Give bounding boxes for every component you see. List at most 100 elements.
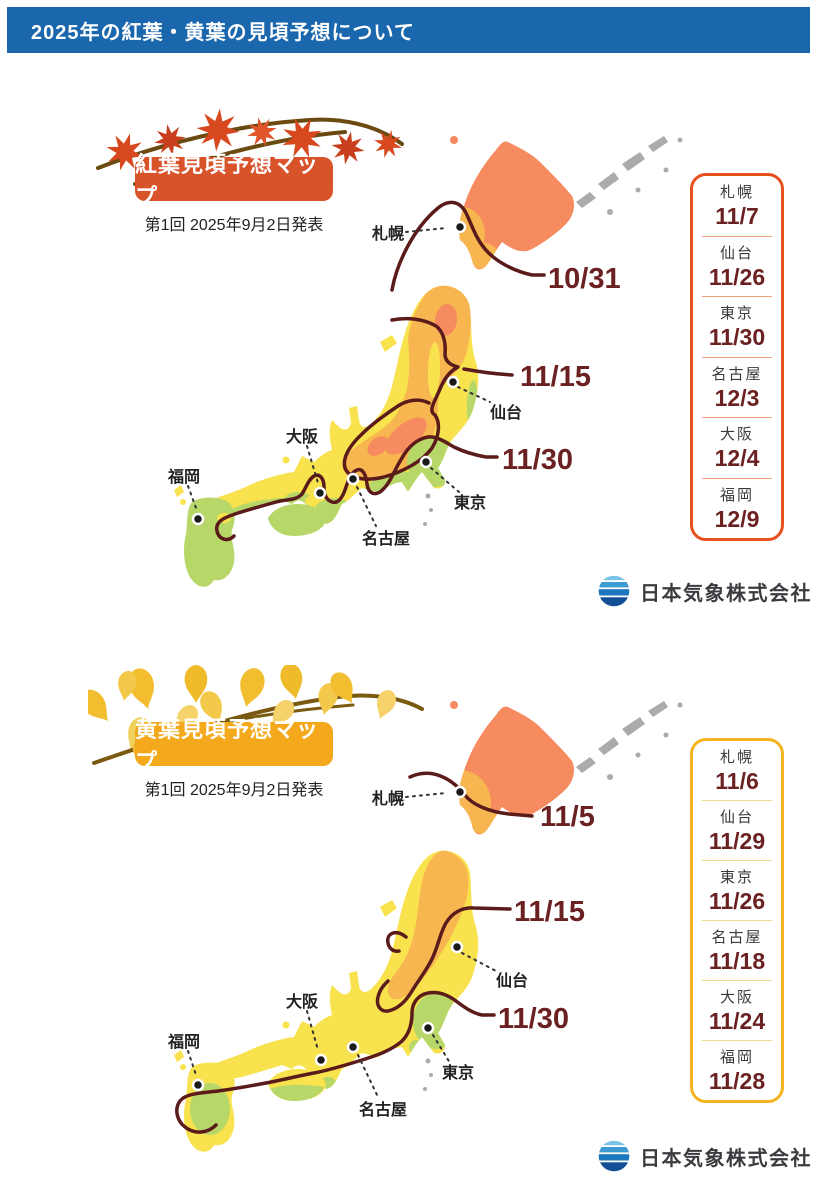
table-city: 大阪 <box>719 426 754 444</box>
koyo-badge: 紅葉見頃予想マップ <box>135 152 333 209</box>
table-date: 11/7 <box>715 203 759 230</box>
company-logo: 日本気象株式会社 <box>596 1138 812 1174</box>
city-label-osaka: 大阪 <box>286 427 319 446</box>
contour-date-label: 11/30 <box>502 444 573 476</box>
table-date: 11/29 <box>708 828 766 854</box>
nagoya-dot <box>346 1040 360 1054</box>
table-row: 福岡 11/28 <box>702 1040 772 1100</box>
city-label-sendai: 仙台 <box>496 971 528 990</box>
forecast-contour-lines <box>214 200 546 542</box>
osaka-dot <box>314 1053 328 1067</box>
table-row: 大阪 11/24 <box>702 980 772 1040</box>
table-date: 12/3 <box>714 384 760 411</box>
city-label-osaka: 大阪 <box>286 992 319 1011</box>
table-city: 札幌 <box>719 749 754 766</box>
table-row: 仙台 11/26 <box>702 235 772 297</box>
table-city: 名古屋 <box>711 929 763 946</box>
city-label-fukuoka: 福岡 <box>167 1032 200 1051</box>
small-islands <box>174 335 433 526</box>
nagoya-dot <box>346 472 360 486</box>
table-date: 11/24 <box>708 1008 766 1034</box>
city-label-tokyo: 東京 <box>442 1063 474 1082</box>
shikoku-latest-zone <box>270 1084 324 1101</box>
table-date: 11/26 <box>708 888 766 914</box>
sendai-dot <box>446 375 460 389</box>
table-date: 11/30 <box>708 324 766 351</box>
contour-date-label: 10/31 <box>548 263 621 295</box>
city-label-nagoya: 名古屋 <box>359 1100 407 1119</box>
tokyo-dot <box>421 1021 435 1035</box>
table-row: 札幌 11/7 <box>702 176 772 236</box>
table-row: 東京 11/26 <box>702 860 772 920</box>
company-logo: 日本気象株式会社 <box>596 573 812 609</box>
kuril-islands <box>576 701 683 780</box>
table-date: 11/28 <box>708 1068 766 1094</box>
osaka-dot <box>313 486 327 500</box>
city-label-nagoya: 名古屋 <box>362 529 410 548</box>
mountain-early-zones <box>367 304 458 456</box>
table-city: 東京 <box>719 305 754 323</box>
contour-date-label: 11/15 <box>520 361 591 393</box>
company-name: 日本気象株式会社 <box>640 582 812 605</box>
table-row: 札幌 11/6 <box>702 741 772 800</box>
table-city: 名古屋 <box>711 365 763 383</box>
contour-date-label: 11/5 <box>540 801 595 833</box>
table-city: 東京 <box>719 869 754 886</box>
rishiri-island <box>450 701 458 709</box>
city-label-sapporo: 札幌 <box>371 789 404 808</box>
valley-late-strip <box>427 342 441 398</box>
oyo-announcement: 第1回 2025年9月2日発表 <box>144 782 324 799</box>
table-row: 大阪 12/4 <box>702 417 772 478</box>
sapporo-dot <box>453 785 467 799</box>
table-city: 札幌 <box>719 184 754 202</box>
table-city: 仙台 <box>719 809 754 826</box>
oyo-forecast-table: 札幌 11/6 仙台 11/29 東京 11/26 名古屋 11/18 大阪 1… <box>690 738 784 1103</box>
city-leader-lines <box>187 227 491 527</box>
small-islands <box>174 900 433 1091</box>
city-label-fukuoka: 福岡 <box>167 467 200 486</box>
rishiri-island <box>450 136 458 144</box>
fukuoka-dot <box>191 1078 205 1092</box>
table-city: 福岡 <box>719 1049 754 1066</box>
city-label-sapporo: 札幌 <box>371 224 404 243</box>
kyushu-zone <box>184 497 235 587</box>
table-date: 11/6 <box>715 768 759 794</box>
branch <box>96 117 404 170</box>
sapporo-dot <box>453 220 467 234</box>
table-date: 12/4 <box>714 445 760 472</box>
shikoku-zone <box>268 504 326 536</box>
tokyo-dot <box>419 455 433 469</box>
table-city: 仙台 <box>719 244 754 262</box>
oyo-japan-map: 札幌 仙台 東京 名古屋 大阪 福岡 11/5 11/15 11/30 <box>167 701 683 1152</box>
contour-date-label: 11/30 <box>498 1003 569 1035</box>
table-date: 12/9 <box>714 505 760 532</box>
city-label-sendai: 仙台 <box>490 403 522 422</box>
kuril-islands <box>576 136 683 215</box>
globe-icon <box>598 575 630 607</box>
city-leader-lines <box>187 792 497 1098</box>
table-date: 11/18 <box>708 948 766 974</box>
contour-date-label: 11/15 <box>514 896 585 928</box>
table-row: 名古屋 11/18 <box>702 920 772 980</box>
table-row: 東京 11/30 <box>702 296 772 357</box>
koyo-announcement: 第1回 2025年9月2日発表 <box>144 217 324 234</box>
hokkaido-zone <box>459 141 574 270</box>
page-header: 2025年の紅葉・黄葉の見頃予想について <box>7 7 810 53</box>
oyo-badge: 黄葉見頃予想マップ <box>135 717 333 774</box>
page-title: 2025年の紅葉・黄葉の見頃予想について <box>31 21 415 44</box>
globe-icon <box>598 1140 630 1172</box>
table-city: 福岡 <box>719 486 754 504</box>
table-row: 仙台 11/29 <box>702 800 772 860</box>
city-label-tokyo: 東京 <box>454 493 486 512</box>
tohoku-mid-zone <box>387 850 469 1000</box>
kyushu-latest-zone <box>190 1083 230 1135</box>
table-row: 名古屋 12/3 <box>702 356 772 418</box>
sendai-dot <box>450 940 464 954</box>
table-date: 11/26 <box>708 263 766 290</box>
koyo-forecast-table: 札幌 11/7 仙台 11/26 東京 11/30 名古屋 12/3 大阪 12… <box>690 173 784 541</box>
fukuoka-dot <box>191 512 205 526</box>
table-row: 福岡 12/9 <box>702 477 772 539</box>
table-city: 大阪 <box>719 989 754 1006</box>
city-dots <box>191 220 467 526</box>
